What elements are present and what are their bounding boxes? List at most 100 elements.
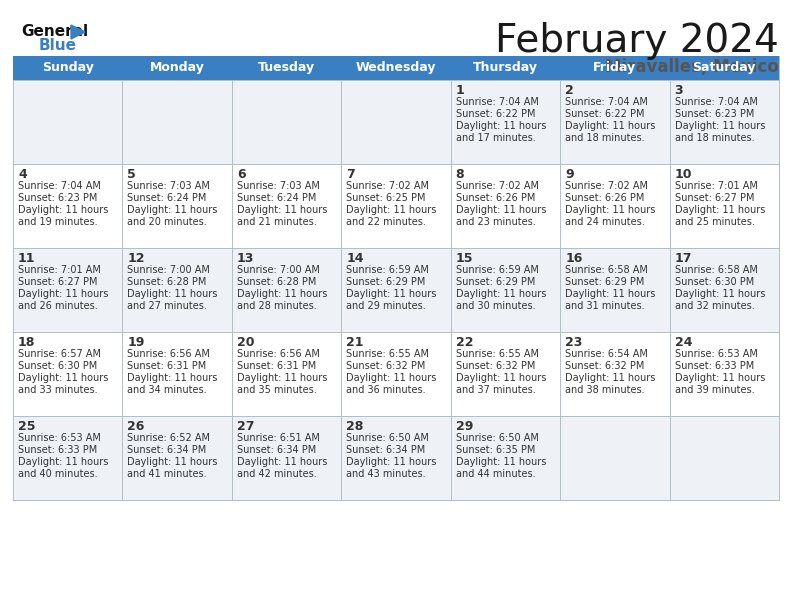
Text: Sunset: 6:27 PM: Sunset: 6:27 PM [18,277,97,287]
Text: 1: 1 [455,84,464,97]
Text: Daylight: 11 hours: Daylight: 11 hours [18,205,109,215]
Text: Sunrise: 6:50 AM: Sunrise: 6:50 AM [455,433,539,443]
Text: Sunset: 6:35 PM: Sunset: 6:35 PM [455,445,535,455]
Text: and 38 minutes.: and 38 minutes. [565,385,645,395]
Text: 20: 20 [237,336,254,349]
Text: Sunrise: 6:51 AM: Sunrise: 6:51 AM [237,433,320,443]
Text: 13: 13 [237,252,254,265]
Text: Daylight: 11 hours: Daylight: 11 hours [128,205,218,215]
Bar [13,164,779,248]
Text: 22: 22 [455,336,473,349]
Text: and 44 minutes.: and 44 minutes. [455,469,535,479]
Text: Sunset: 6:27 PM: Sunset: 6:27 PM [675,193,754,203]
Bar [451,56,560,80]
Text: Sunset: 6:29 PM: Sunset: 6:29 PM [565,277,645,287]
Text: Sunrise: 6:58 AM: Sunrise: 6:58 AM [565,265,648,275]
Text: 5: 5 [128,168,136,181]
Text: Daylight: 11 hours: Daylight: 11 hours [18,289,109,299]
Text: Sunset: 6:31 PM: Sunset: 6:31 PM [128,361,207,371]
Text: and 18 minutes.: and 18 minutes. [675,133,754,143]
Text: Sunrise: 6:55 AM: Sunrise: 6:55 AM [455,349,539,359]
Text: Sunset: 6:22 PM: Sunset: 6:22 PM [565,109,645,119]
Text: and 37 minutes.: and 37 minutes. [455,385,535,395]
Text: 26: 26 [128,420,145,433]
Text: Sunrise: 7:00 AM: Sunrise: 7:00 AM [237,265,320,275]
Text: and 24 minutes.: and 24 minutes. [565,217,645,227]
Text: 17: 17 [675,252,692,265]
Text: and 29 minutes.: and 29 minutes. [346,301,426,311]
Text: Sunrise: 6:59 AM: Sunrise: 6:59 AM [455,265,539,275]
Text: Sunset: 6:32 PM: Sunset: 6:32 PM [565,361,645,371]
Text: Sunday: Sunday [42,61,93,75]
Text: 3: 3 [675,84,683,97]
Text: Friday: Friday [593,61,637,75]
Text: Daylight: 11 hours: Daylight: 11 hours [675,205,765,215]
Text: and 20 minutes.: and 20 minutes. [128,217,208,227]
Text: Wednesday: Wednesday [356,61,436,75]
Text: Daylight: 11 hours: Daylight: 11 hours [346,205,436,215]
Text: Daylight: 11 hours: Daylight: 11 hours [675,121,765,131]
Text: Monday: Monday [150,61,204,75]
Bar [13,416,779,500]
Text: Sunset: 6:32 PM: Sunset: 6:32 PM [455,361,535,371]
Text: Saturday: Saturday [692,61,756,75]
Text: Daylight: 11 hours: Daylight: 11 hours [18,373,109,383]
Text: Daylight: 11 hours: Daylight: 11 hours [346,373,436,383]
Text: 27: 27 [237,420,254,433]
Text: General: General [21,24,88,39]
Text: 12: 12 [128,252,145,265]
Text: and 30 minutes.: and 30 minutes. [455,301,535,311]
Text: Sunset: 6:33 PM: Sunset: 6:33 PM [675,361,754,371]
Text: Tuesday: Tuesday [258,61,315,75]
Text: Daylight: 11 hours: Daylight: 11 hours [565,121,656,131]
Text: Sunrise: 6:53 AM: Sunrise: 6:53 AM [18,433,101,443]
Text: Sunset: 6:24 PM: Sunset: 6:24 PM [128,193,207,203]
Polygon shape [71,25,85,39]
Text: Sunset: 6:34 PM: Sunset: 6:34 PM [128,445,207,455]
Bar [13,56,123,80]
Bar [669,56,779,80]
Text: 25: 25 [18,420,36,433]
Text: Sunset: 6:32 PM: Sunset: 6:32 PM [346,361,425,371]
Text: 21: 21 [346,336,364,349]
Text: 18: 18 [18,336,36,349]
Text: Daylight: 11 hours: Daylight: 11 hours [455,457,546,467]
Text: and 36 minutes.: and 36 minutes. [346,385,426,395]
Text: Sunrise: 6:55 AM: Sunrise: 6:55 AM [346,349,429,359]
Text: 11: 11 [18,252,36,265]
Text: Sunset: 6:31 PM: Sunset: 6:31 PM [237,361,316,371]
Text: and 17 minutes.: and 17 minutes. [455,133,535,143]
Text: Sunrise: 7:04 AM: Sunrise: 7:04 AM [18,181,101,191]
Text: Daylight: 11 hours: Daylight: 11 hours [455,289,546,299]
Text: Sunrise: 6:59 AM: Sunrise: 6:59 AM [346,265,429,275]
Text: 16: 16 [565,252,583,265]
Text: Sunset: 6:30 PM: Sunset: 6:30 PM [18,361,97,371]
Text: Daylight: 11 hours: Daylight: 11 hours [128,457,218,467]
Text: Daylight: 11 hours: Daylight: 11 hours [346,457,436,467]
Text: Daylight: 11 hours: Daylight: 11 hours [565,289,656,299]
Text: Sunrise: 7:03 AM: Sunrise: 7:03 AM [237,181,320,191]
Text: Daylight: 11 hours: Daylight: 11 hours [346,289,436,299]
Bar [13,248,779,332]
Text: Sunrise: 6:56 AM: Sunrise: 6:56 AM [237,349,320,359]
Bar [341,56,451,80]
Text: 9: 9 [565,168,573,181]
Text: and 43 minutes.: and 43 minutes. [346,469,426,479]
Text: 28: 28 [346,420,364,433]
Text: Miravalles, Mexico: Miravalles, Mexico [605,58,779,76]
Text: Sunset: 6:34 PM: Sunset: 6:34 PM [346,445,425,455]
Text: Daylight: 11 hours: Daylight: 11 hours [128,373,218,383]
Text: and 22 minutes.: and 22 minutes. [346,217,426,227]
Text: Sunset: 6:29 PM: Sunset: 6:29 PM [455,277,535,287]
Text: and 23 minutes.: and 23 minutes. [455,217,535,227]
Text: Sunset: 6:24 PM: Sunset: 6:24 PM [237,193,316,203]
Text: 2: 2 [565,84,574,97]
Text: Daylight: 11 hours: Daylight: 11 hours [237,457,327,467]
Text: Daylight: 11 hours: Daylight: 11 hours [675,373,765,383]
Text: Sunset: 6:28 PM: Sunset: 6:28 PM [128,277,207,287]
Text: and 34 minutes.: and 34 minutes. [128,385,207,395]
Text: Sunset: 6:28 PM: Sunset: 6:28 PM [237,277,316,287]
Text: 23: 23 [565,336,583,349]
Text: and 31 minutes.: and 31 minutes. [565,301,645,311]
Text: Daylight: 11 hours: Daylight: 11 hours [128,289,218,299]
